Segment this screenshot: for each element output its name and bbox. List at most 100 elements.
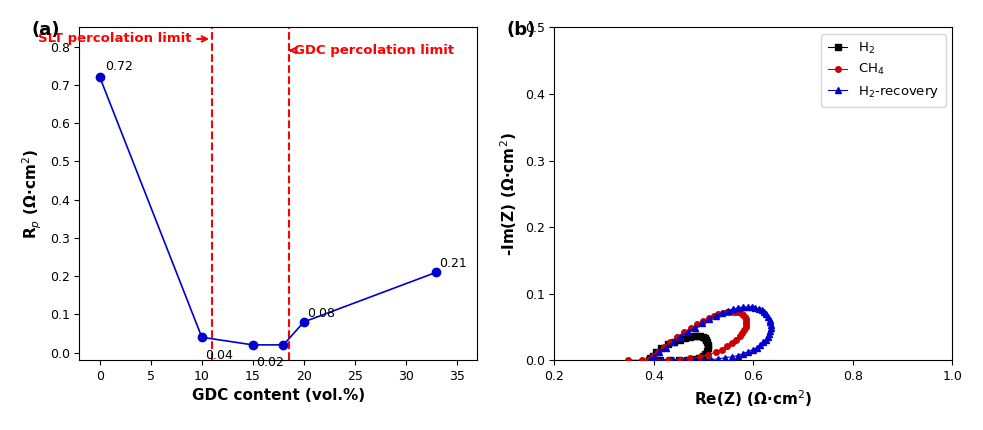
CH$_4$ bbox=[622, 358, 634, 363]
H$_2$-recovery bbox=[765, 319, 777, 325]
H$_2$-recovery bbox=[656, 358, 667, 363]
H$_2$-recovery bbox=[696, 320, 708, 326]
CH$_4$ bbox=[697, 318, 709, 323]
CH$_4$ bbox=[730, 337, 742, 342]
CH$_4$ bbox=[740, 322, 752, 327]
H$_2$-recovery bbox=[710, 313, 722, 318]
H$_2$-recovery bbox=[763, 314, 775, 319]
CH$_4$ bbox=[736, 311, 748, 316]
H$_2$ bbox=[684, 334, 696, 339]
Text: (b): (b) bbox=[506, 21, 536, 39]
Text: (a): (a) bbox=[31, 21, 60, 39]
CH$_4$ bbox=[738, 327, 750, 332]
CH$_4$ bbox=[724, 309, 736, 314]
H$_2$-recovery bbox=[737, 351, 749, 356]
CH$_4$ bbox=[740, 324, 752, 329]
H$_2$-recovery bbox=[689, 325, 701, 330]
H$_2$-recovery bbox=[667, 358, 679, 363]
H$_2$-recovery bbox=[732, 353, 744, 358]
Y-axis label: -Im(Z) (Ω·cm$^2$): -Im(Z) (Ω·cm$^2$) bbox=[498, 132, 519, 256]
H$_2$-recovery bbox=[697, 357, 709, 362]
Line: CH$_4$: CH$_4$ bbox=[625, 309, 749, 363]
H$_2$-recovery bbox=[737, 304, 749, 310]
Legend: H$_2$, CH$_4$, H$_2$-recovery: H$_2$, CH$_4$, H$_2$-recovery bbox=[821, 34, 946, 107]
CH$_4$ bbox=[671, 334, 683, 339]
H$_2$-recovery bbox=[726, 354, 738, 359]
Text: GDC percolation limit: GDC percolation limit bbox=[290, 44, 454, 57]
H$_2$-recovery bbox=[688, 358, 700, 363]
CH$_4$ bbox=[710, 350, 722, 355]
Text: 0.02: 0.02 bbox=[256, 356, 284, 369]
Y-axis label: R$_p$ (Ω·cm$^2$): R$_p$ (Ω·cm$^2$) bbox=[21, 149, 44, 239]
CH$_4$ bbox=[734, 334, 746, 339]
CH$_4$ bbox=[740, 316, 752, 322]
H$_2$-recovery bbox=[723, 308, 734, 313]
H$_2$-recovery bbox=[760, 337, 772, 342]
H$_2$ bbox=[664, 358, 675, 363]
CH$_4$ bbox=[643, 357, 655, 362]
H$_2$ bbox=[699, 351, 711, 356]
H$_2$ bbox=[697, 353, 709, 358]
CH$_4$ bbox=[740, 319, 752, 324]
H$_2$-recovery bbox=[742, 304, 754, 310]
H$_2$ bbox=[681, 357, 693, 362]
H$_2$-recovery bbox=[756, 308, 768, 313]
H$_2$-recovery bbox=[764, 317, 776, 322]
H$_2$-recovery bbox=[674, 334, 686, 339]
H$_2$ bbox=[702, 342, 714, 347]
H$_2$-recovery bbox=[716, 310, 727, 316]
CH$_4$ bbox=[662, 357, 673, 362]
CH$_4$ bbox=[717, 310, 728, 316]
CH$_4$ bbox=[716, 347, 727, 352]
H$_2$-recovery bbox=[732, 305, 744, 310]
CH$_4$ bbox=[737, 312, 749, 317]
H$_2$-recovery bbox=[727, 306, 739, 311]
H$_2$-recovery bbox=[749, 305, 761, 310]
H$_2$ bbox=[654, 358, 665, 363]
H$_2$ bbox=[700, 338, 712, 343]
CH$_4$ bbox=[736, 330, 748, 335]
CH$_4$ bbox=[726, 340, 738, 345]
H$_2$-recovery bbox=[703, 316, 715, 322]
Text: SLT percolation limit: SLT percolation limit bbox=[38, 32, 206, 46]
CH$_4$ bbox=[650, 358, 662, 363]
H$_2$-recovery bbox=[644, 357, 656, 362]
H$_2$ bbox=[697, 334, 709, 339]
H$_2$-recovery bbox=[678, 358, 690, 363]
Text: 0.72: 0.72 bbox=[105, 60, 133, 74]
H$_2$ bbox=[702, 346, 714, 351]
H$_2$-recovery bbox=[757, 340, 769, 345]
H$_2$ bbox=[701, 348, 713, 353]
H$_2$-recovery bbox=[660, 345, 671, 350]
H$_2$-recovery bbox=[666, 340, 678, 345]
H$_2$-recovery bbox=[751, 345, 763, 350]
CH$_4$ bbox=[673, 357, 685, 362]
CH$_4$ bbox=[703, 316, 715, 321]
X-axis label: GDC content (vol.%): GDC content (vol.%) bbox=[192, 388, 365, 403]
X-axis label: Re(Z) (Ω·cm$^2$): Re(Z) (Ω·cm$^2$) bbox=[694, 388, 812, 409]
H$_2$ bbox=[694, 334, 706, 339]
H$_2$ bbox=[651, 350, 663, 355]
CH$_4$ bbox=[678, 330, 690, 335]
H$_2$-recovery bbox=[758, 310, 770, 315]
CH$_4$ bbox=[685, 326, 697, 331]
CH$_4$ bbox=[652, 349, 664, 354]
CH$_4$ bbox=[636, 358, 648, 363]
H$_2$ bbox=[662, 342, 673, 347]
H$_2$-recovery bbox=[753, 306, 765, 311]
CH$_4$ bbox=[647, 353, 659, 359]
CH$_4$ bbox=[739, 314, 751, 319]
H$_2$ bbox=[667, 339, 679, 344]
H$_2$ bbox=[687, 356, 699, 362]
H$_2$ bbox=[679, 336, 691, 341]
CH$_4$ bbox=[708, 314, 720, 319]
H$_2$-recovery bbox=[746, 304, 758, 310]
CH$_4$ bbox=[722, 344, 733, 349]
CH$_4$ bbox=[733, 310, 745, 315]
Line: H$_2$-recovery: H$_2$-recovery bbox=[647, 304, 774, 363]
H$_2$-recovery bbox=[765, 326, 777, 331]
H$_2$ bbox=[656, 346, 667, 351]
H$_2$ bbox=[645, 356, 657, 361]
CH$_4$ bbox=[728, 309, 740, 314]
CH$_4$ bbox=[694, 354, 706, 359]
